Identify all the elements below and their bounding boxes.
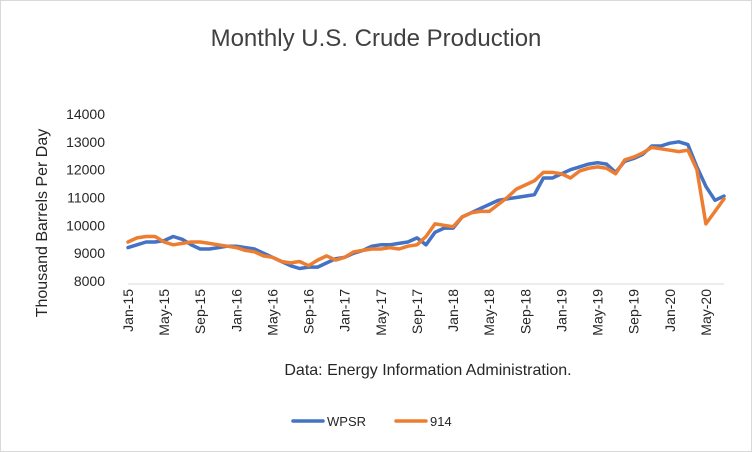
chart-title: Monthly U.S. Crude Production xyxy=(211,25,542,52)
x-tick-label: May-15 xyxy=(156,289,172,336)
source-note: Data: Energy Information Administration. xyxy=(284,362,571,379)
x-tick-label: Jan-18 xyxy=(445,289,461,332)
x-tick-label: Sep-19 xyxy=(626,289,642,334)
y-axis-label: Thousand Barrels Per Day xyxy=(34,129,51,318)
x-tick-label: Jan-19 xyxy=(553,289,569,332)
x-tick-label: Sep-15 xyxy=(192,289,208,334)
legend-label: WPSR xyxy=(327,414,366,429)
x-tick-label: Sep-17 xyxy=(409,289,425,334)
y-tick-label: 8000 xyxy=(74,273,105,289)
x-tick-label: Jan-17 xyxy=(337,289,353,332)
x-tick-label: Jan-16 xyxy=(228,289,244,332)
series-group xyxy=(126,140,726,271)
legend-label: 914 xyxy=(430,414,452,429)
x-tick-label: Sep-18 xyxy=(517,289,533,334)
x-tick-label: May-17 xyxy=(373,289,389,336)
y-tick-label: 12000 xyxy=(66,162,105,178)
y-tick-label: 9000 xyxy=(74,245,105,261)
x-tick-label: May-19 xyxy=(590,289,606,336)
x-tick-label: Sep-16 xyxy=(301,289,317,334)
y-tick-group: 8000 9000 10000 11000 12000 13000 14000 xyxy=(66,106,105,289)
series-line-914 xyxy=(126,145,726,268)
x-tick-group: Jan-15 May-15 Sep-15 Jan-16 May-16 Sep-16 Jan-… xyxy=(120,289,714,336)
x-tick-label: May-20 xyxy=(698,289,714,336)
y-tick-label: 10000 xyxy=(66,217,105,233)
y-tick-label: 13000 xyxy=(66,134,105,150)
y-tick-label: 11000 xyxy=(67,190,105,206)
x-tick-label: May-16 xyxy=(264,289,280,336)
x-tick-label: Jan-15 xyxy=(120,289,136,332)
x-tick-label: Jan-20 xyxy=(662,289,678,332)
y-tick-label: 14000 xyxy=(66,106,105,122)
legend: WPSR 914 xyxy=(291,414,452,429)
series-line-wpsr xyxy=(126,140,726,271)
x-tick-label: May-18 xyxy=(481,289,497,336)
